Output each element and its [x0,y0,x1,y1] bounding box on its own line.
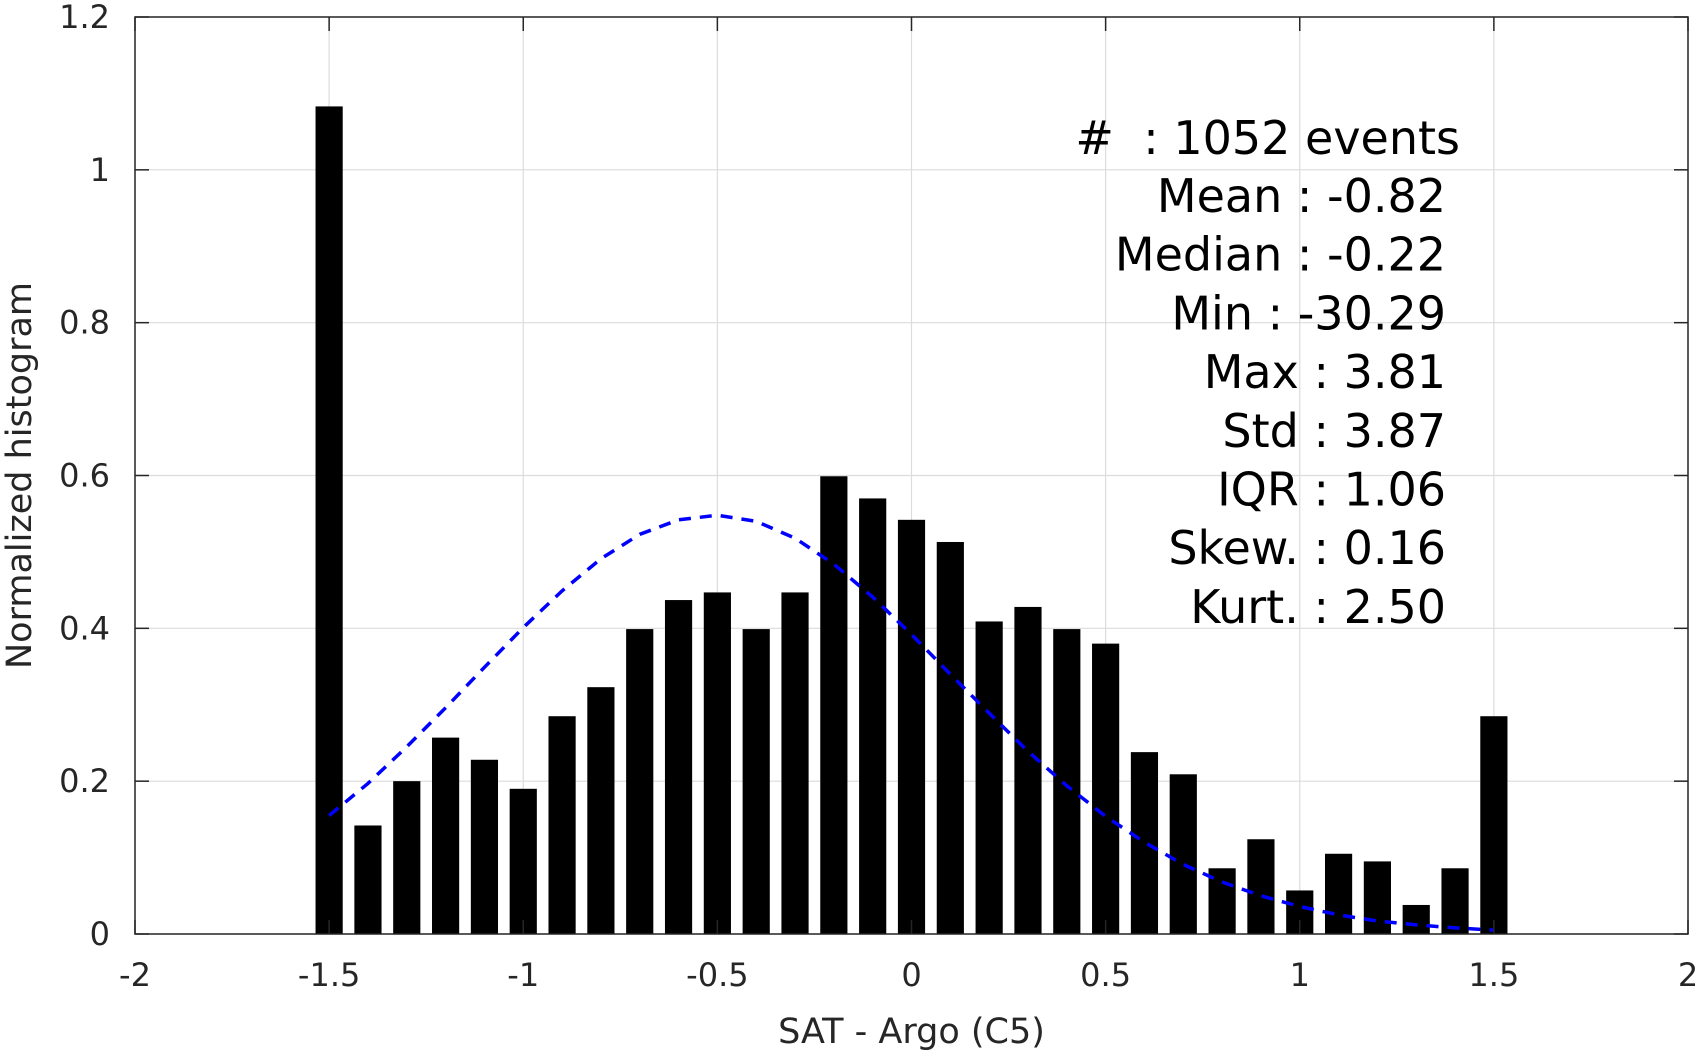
histogram-bar [1169,774,1197,934]
histogram-bar [1014,606,1042,934]
histogram-bar [432,737,460,934]
histogram-bar [509,788,537,934]
y-tick-label: 0.8 [59,304,110,342]
x-tick-label: 0 [901,956,921,994]
histogram-bar [742,629,770,934]
histogram-bar [470,759,499,934]
histogram-bar [1324,853,1353,934]
x-tick-label: 0.5 [1080,956,1131,994]
x-tick-labels: -2 -1.5 -1 -0.5 0 0.5 1 1.5 2 [119,956,1698,994]
histogram-bar [548,716,576,934]
histogram-bar [1480,716,1508,934]
x-tick-label: -1 [507,956,539,994]
histogram-bar [1441,868,1469,934]
x-axis-label: SAT - Argo (C5) [778,1012,1045,1052]
histogram-bar [1247,839,1275,934]
y-tick-label: 0.4 [59,609,110,647]
stat-line: Max : 3.81 [1204,345,1446,399]
stat-line: Skew. : 0.16 [1168,521,1446,575]
histogram-bar [781,592,809,934]
histogram-bar [587,687,615,934]
histogram-bar [936,541,964,934]
x-tick-label: -1.5 [298,956,360,994]
y-tick-label: 0.2 [59,762,110,800]
histogram-bar [1130,752,1159,934]
stat-line: Kurt. : 2.50 [1190,580,1446,634]
y-tick-label: 0.6 [59,457,110,495]
histogram-bar [859,498,887,934]
y-tick-labels: 0 0.2 0.4 0.6 0.8 1 1.2 [59,0,110,953]
stat-count: # : 1052 events [1075,111,1460,165]
histogram-bar [354,825,382,934]
y-axis-label: Normalized histogram [0,282,40,669]
stat-line: Std : 3.87 [1222,404,1446,458]
histogram-bar [393,781,421,934]
y-tick-label: 1 [90,151,110,189]
stat-line: Mean : -0.82 [1157,169,1446,223]
histogram-bar [664,600,693,934]
histogram-bar [1402,904,1430,934]
y-tick-label: 1.2 [59,0,110,36]
x-tick-label: -0.5 [686,956,748,994]
x-tick-label: -2 [119,956,151,994]
x-tick-label: 1 [1290,956,1310,994]
stat-line: Min : -30.29 [1171,286,1446,340]
histogram-bar [820,476,848,934]
stat-line: Median : -0.22 [1115,228,1446,282]
y-tick-label: 0 [90,915,110,953]
bars [315,106,1508,935]
histogram-bar [1092,643,1120,934]
x-tick-label: 2 [1678,956,1698,994]
x-tick-label: 1.5 [1468,956,1519,994]
ticks [134,16,1689,935]
histogram-bar [1053,629,1081,934]
histogram-bar [315,106,343,935]
histogram-bar [626,629,654,934]
stat-line: IQR : 1.06 [1217,463,1446,517]
histogram-bar [897,519,926,934]
histogram-bar [975,621,1003,934]
histogram-bar [703,592,731,934]
